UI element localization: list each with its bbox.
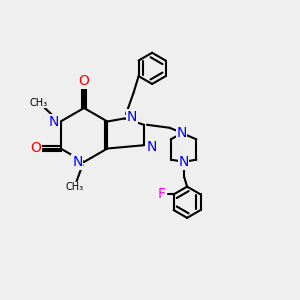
Text: F: F [158,188,166,201]
Text: O: O [30,142,41,155]
Text: N: N [176,126,187,140]
Text: CH₃: CH₃ [66,182,84,193]
Text: CH₃: CH₃ [29,98,47,108]
Text: N: N [72,155,83,169]
Text: N: N [146,140,157,154]
Text: O: O [79,74,89,88]
Text: N: N [127,110,137,124]
Text: N: N [178,155,189,169]
Text: N: N [49,115,59,128]
